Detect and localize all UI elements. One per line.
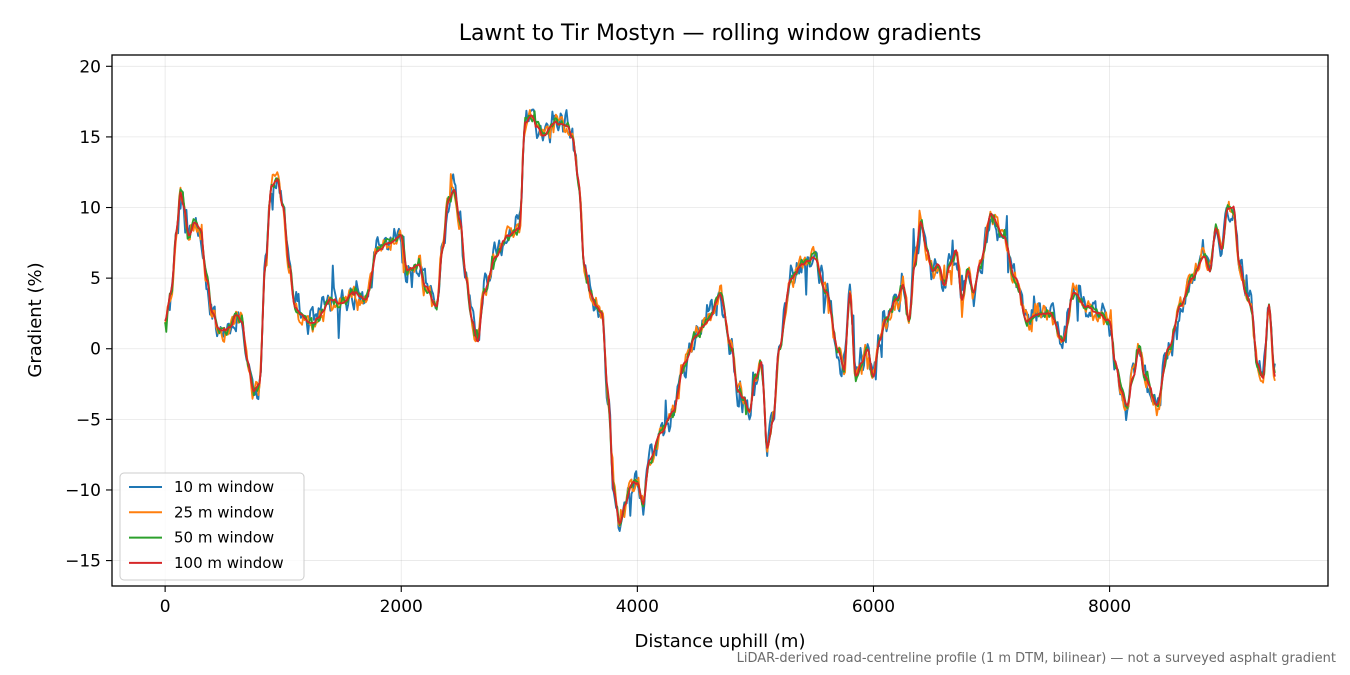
y-tick-label: −5 xyxy=(76,410,101,430)
y-axis-ticks: −15 −10 −5 0 5 10 15 20 xyxy=(65,57,112,572)
x-tick-label: 4000 xyxy=(616,597,659,617)
x-tick-label: 8000 xyxy=(1088,597,1131,617)
chart-title: Lawnt to Tir Mostyn — rolling window gra… xyxy=(459,21,982,46)
y-tick-label: 5 xyxy=(90,269,101,289)
plot-frame xyxy=(111,54,1329,587)
series-lines xyxy=(164,108,1276,532)
y-tick-label: 20 xyxy=(79,57,101,77)
series-line xyxy=(164,114,1276,525)
series-line xyxy=(164,110,1276,527)
y-tick-label: 0 xyxy=(90,340,101,360)
y-axis-label: Gradient (%) xyxy=(25,262,46,377)
legend-label: 50 m window xyxy=(174,529,274,547)
legend-label: 10 m window xyxy=(174,478,274,496)
y-tick-label: 10 xyxy=(79,199,101,219)
legend-label: 100 m window xyxy=(174,554,284,572)
legend-label: 25 m window xyxy=(174,503,274,521)
source-note: LiDAR-derived road-centreline profile (1… xyxy=(736,651,1336,666)
grid-lines xyxy=(112,55,1328,586)
legend: 10 m window 25 m window 50 m window 100 m w… xyxy=(119,472,305,581)
series-line xyxy=(164,109,1276,527)
y-tick-label: −10 xyxy=(65,481,101,501)
y-tick-label: −15 xyxy=(65,552,101,572)
x-tick-label: 2000 xyxy=(380,597,423,617)
x-tick-label: 0 xyxy=(160,597,171,617)
x-tick-label: 6000 xyxy=(852,597,895,617)
y-tick-label: 15 xyxy=(79,128,101,148)
legend-box xyxy=(119,472,305,581)
x-axis-label: Distance uphill (m) xyxy=(635,631,806,652)
x-axis-ticks: 0 2000 4000 6000 8000 xyxy=(160,586,1131,617)
